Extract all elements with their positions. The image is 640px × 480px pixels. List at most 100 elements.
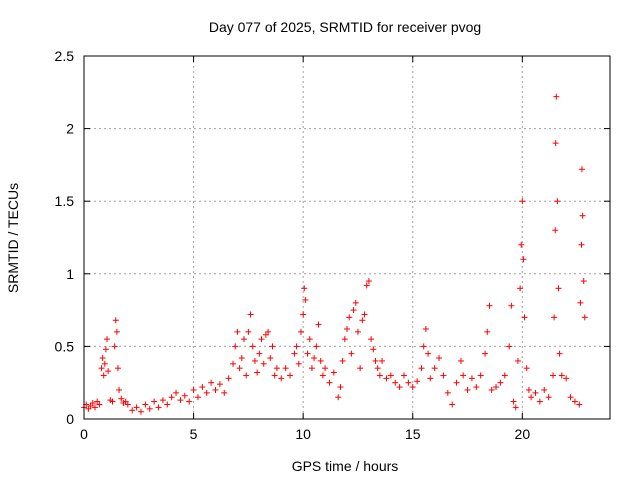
data-point [350,307,357,314]
data-point [352,299,359,306]
data-point [89,400,96,407]
data-point [225,375,232,382]
data-point [113,328,120,335]
data-point [278,375,285,382]
data-point [431,365,438,372]
data-point [208,379,215,386]
data-point [112,317,119,324]
data-point [190,386,197,393]
data-point [271,372,278,379]
data-point [468,375,475,382]
data-point [379,357,386,364]
x-tick-label: 0 [80,426,88,442]
data-point [317,357,324,364]
data-point [414,378,421,385]
data-point [238,355,245,362]
data-point [282,365,289,372]
data-point [269,343,276,350]
data-point [295,360,302,367]
data-point [552,227,559,234]
data-point [265,328,272,335]
data-point [523,365,530,372]
data-point [212,386,219,393]
data-point [251,357,258,364]
data-point [486,302,493,309]
data-point [194,394,201,401]
data-point [518,241,525,248]
data-point [514,357,521,364]
data-point [326,379,333,386]
data-point [177,397,184,404]
data-point [501,372,508,379]
data-point [512,404,519,411]
data-point [374,365,381,372]
data-point [339,357,346,364]
data-point [249,343,256,350]
data-point [418,365,425,372]
data-point [245,328,252,335]
data-point [105,368,112,375]
data-point [315,321,322,328]
data-point [541,386,548,393]
data-point [488,386,495,393]
y-tick-label: 2 [66,121,74,137]
chart-title: Day 077 of 2025, SRMTID for receiver pvo… [209,19,481,35]
data-point [129,407,136,414]
data-point [133,404,140,411]
data-point [578,241,585,248]
x-tick-label: 5 [190,426,198,442]
data-point [359,317,366,324]
axis-ticks: 0 5 10 15 20 0 0.5 1 1.5 2 2.5 [55,48,610,442]
data-point [581,314,588,321]
data-point [484,328,491,335]
data-point [346,314,353,321]
data-point [159,397,166,404]
data-point [109,398,116,405]
data-point [337,384,344,391]
data-point [101,360,108,367]
data-point [91,404,98,411]
data-point [260,360,267,367]
data-point [563,375,570,382]
data-point [508,302,515,309]
data-point [520,256,527,263]
data-point [550,372,557,379]
data-point [104,336,111,343]
data-point [376,372,383,379]
data-points [81,93,588,415]
data-point [580,278,587,285]
data-point [519,198,526,205]
data-point [203,389,210,396]
data-point [554,198,561,205]
data-point [240,336,247,343]
data-point [124,401,131,408]
data-point [440,372,447,379]
data-point [567,394,574,401]
data-point [164,401,171,408]
y-tick-label: 2.5 [55,48,75,64]
data-point [551,314,558,321]
data-point [425,350,432,357]
data-point [151,398,158,405]
data-point [405,379,412,386]
data-point [301,285,308,292]
data-point [525,386,532,393]
data-point [304,350,311,357]
data-point [571,398,578,405]
data-point [436,355,443,362]
data-point [287,372,294,379]
data-point [558,372,565,379]
data-point [497,379,504,386]
y-axis-label: SRMTID / TECUs [5,183,21,293]
data-point [363,282,370,289]
data-point [577,299,584,306]
data-point [409,384,416,391]
data-point [199,384,206,391]
data-point [168,394,175,401]
data-point [422,325,429,332]
data-point [111,343,118,350]
data-point [173,389,180,396]
data-point [449,401,456,408]
data-point [457,357,464,364]
data-point [387,372,394,379]
